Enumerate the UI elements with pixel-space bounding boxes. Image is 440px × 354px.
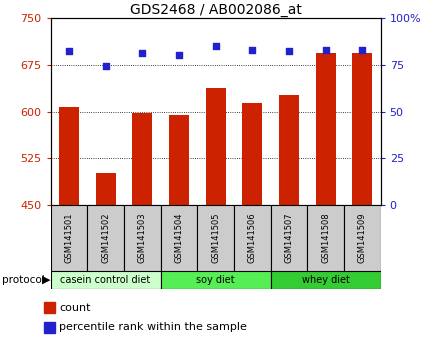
Bar: [95, 173, 116, 205]
Bar: [344, 205, 381, 271]
Point: [139, 51, 146, 56]
Bar: [87, 205, 124, 271]
Text: protocol: protocol: [2, 275, 45, 285]
Bar: [271, 271, 381, 289]
Text: whey diet: whey diet: [302, 275, 349, 285]
Bar: [315, 53, 336, 205]
Bar: [59, 107, 79, 205]
Text: GSM141507: GSM141507: [284, 213, 293, 263]
Text: GSM141506: GSM141506: [248, 213, 257, 263]
Text: soy diet: soy diet: [196, 275, 235, 285]
Bar: [161, 271, 271, 289]
Point: [249, 47, 256, 52]
Bar: [205, 88, 226, 205]
Text: count: count: [59, 303, 91, 313]
Bar: [197, 205, 234, 271]
Text: GSM141508: GSM141508: [321, 213, 330, 263]
Text: percentile rank within the sample: percentile rank within the sample: [59, 322, 247, 332]
Point: [102, 64, 109, 69]
Text: GSM141502: GSM141502: [101, 213, 110, 263]
Bar: [169, 115, 189, 205]
Text: ▶: ▶: [42, 275, 50, 285]
Bar: [242, 103, 262, 205]
Text: GSM141504: GSM141504: [174, 213, 183, 263]
Point: [322, 47, 329, 52]
Text: GSM141509: GSM141509: [358, 213, 367, 263]
Bar: [124, 205, 161, 271]
Point: [176, 52, 183, 58]
Text: casein control diet: casein control diet: [60, 275, 151, 285]
Point: [66, 48, 73, 54]
Title: GDS2468 / AB002086_at: GDS2468 / AB002086_at: [130, 3, 301, 17]
Text: GSM141501: GSM141501: [64, 213, 73, 263]
Text: GSM141505: GSM141505: [211, 213, 220, 263]
Bar: [51, 205, 87, 271]
Text: GSM141503: GSM141503: [138, 213, 147, 263]
Bar: [352, 53, 372, 205]
Bar: [51, 271, 161, 289]
Point: [359, 47, 366, 52]
Bar: [307, 205, 344, 271]
Bar: [279, 95, 299, 205]
Bar: [161, 205, 197, 271]
Point: [286, 48, 293, 54]
Bar: [271, 205, 307, 271]
Bar: [132, 113, 152, 205]
Point: [212, 43, 219, 48]
Bar: [234, 205, 271, 271]
